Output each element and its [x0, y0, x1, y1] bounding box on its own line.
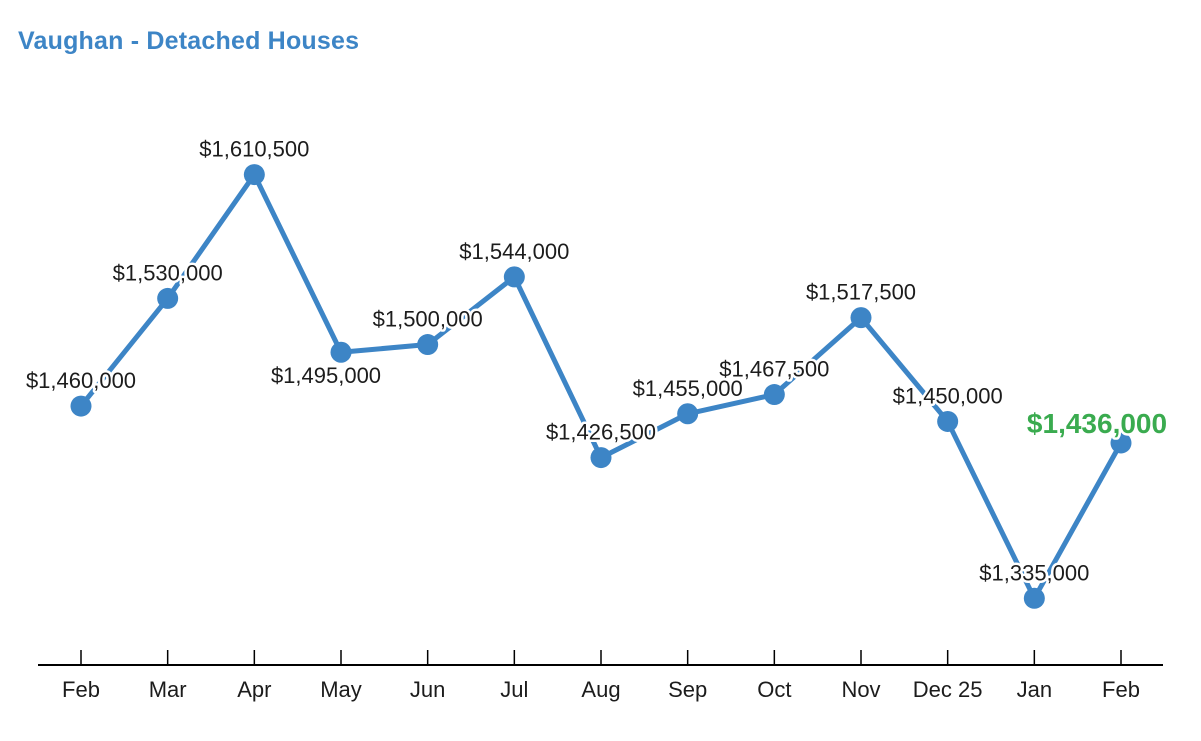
data-label-sep-7: $1,455,000 — [633, 376, 743, 401]
x-axis-label-feb-0: Feb — [62, 677, 100, 702]
chart-title: Vaughan - Detached Houses — [18, 27, 360, 55]
x-axis-label-dec-25-10: Dec 25 — [913, 677, 983, 702]
x-axis-label-jan-11: Jan — [1017, 677, 1052, 702]
data-point-jun-4[interactable] — [417, 334, 439, 356]
data-label-aug-6: $1,426,500 — [546, 420, 656, 445]
x-axis-label-nov-9: Nov — [841, 677, 880, 702]
data-point-apr-2[interactable] — [243, 164, 265, 186]
x-axis-label-jul-5: Jul — [500, 677, 528, 702]
data-label-mar-1: $1,530,000 — [113, 260, 223, 285]
data-point-may-3[interactable] — [330, 341, 352, 363]
x-axis-label-feb-12: Feb — [1102, 677, 1140, 702]
x-axis-label-sep-7: Sep — [668, 677, 707, 702]
data-label-feb-0: $1,460,000 — [26, 368, 136, 393]
x-axis-label-aug-6: Aug — [581, 677, 620, 702]
data-label-nov-9: $1,517,500 — [806, 280, 916, 305]
data-point-jan-11[interactable] — [1023, 587, 1045, 609]
data-point-aug-6[interactable] — [590, 447, 612, 469]
data-label-jan-11: $1,335,000 — [979, 560, 1089, 585]
x-axis-label-oct-8: Oct — [757, 677, 791, 702]
x-axis-label-jun-4: Jun — [410, 677, 445, 702]
data-label-jul-5: $1,544,000 — [459, 239, 569, 264]
data-point-feb-0[interactable] — [70, 395, 92, 417]
data-point-dec-25-10[interactable] — [937, 410, 959, 432]
data-label-dec-25-10: $1,450,000 — [893, 383, 1003, 408]
data-point-nov-9[interactable] — [850, 307, 872, 329]
data-label-apr-2: $1,610,500 — [199, 137, 309, 162]
data-point-jul-5[interactable] — [503, 266, 525, 288]
data-point-oct-8[interactable] — [763, 384, 785, 406]
data-point-mar-1[interactable] — [157, 287, 179, 309]
data-point-sep-7[interactable] — [677, 403, 699, 425]
data-label-jun-4: $1,500,000 — [373, 307, 483, 332]
data-point-feb-12[interactable] — [1110, 432, 1132, 454]
data-label-oct-8: $1,467,500 — [719, 357, 829, 382]
x-axis-label-may-3: May — [320, 677, 362, 702]
highlighted-data-label-feb-12: $1,436,000 — [1027, 408, 1167, 439]
data-label-may-3: $1,495,000 — [271, 363, 381, 388]
x-axis-label-apr-2: Apr — [237, 677, 271, 702]
x-axis-label-mar-1: Mar — [149, 677, 187, 702]
